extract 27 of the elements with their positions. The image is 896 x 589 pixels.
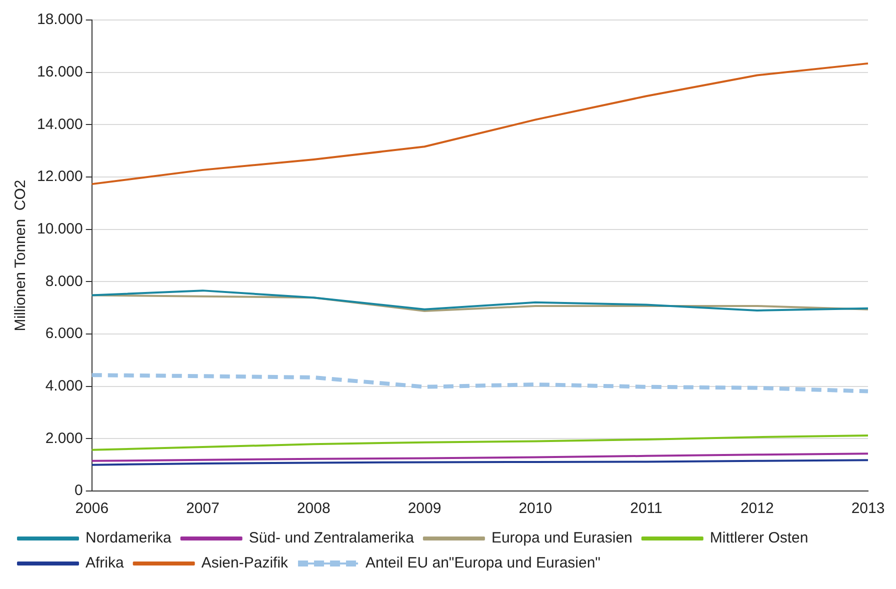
legend-label: Süd- und Zentralamerika — [248, 530, 415, 547]
legend-label: Mittlerer Osten — [710, 530, 808, 547]
x-tick-label: 2007 — [186, 500, 220, 518]
y-tick-label: 12.000 — [36, 168, 83, 186]
y-tick-label: 16.000 — [36, 63, 83, 80]
y-tick-label: 2.000 — [45, 430, 83, 447]
y-tick-label: 14.000 — [36, 116, 83, 133]
y-tick-label: 0 — [74, 482, 83, 500]
x-tick-label: 2010 — [518, 500, 552, 518]
line-series — [90, 373, 870, 394]
legend-label: Europa und Eurasien — [491, 530, 632, 547]
y-tick-label: 6.000 — [45, 325, 83, 342]
y-tick-label: 8.000 — [45, 272, 83, 290]
x-tick-label: 2012 — [740, 500, 774, 518]
y-tick-label: 4.000 — [45, 377, 83, 394]
legend-label: Nordamerika — [86, 530, 172, 547]
y-tick-label: 10.000 — [36, 220, 83, 238]
legend-label: Asien-Pazifik — [201, 554, 289, 572]
x-tick-label: 2006 — [75, 500, 109, 518]
y-tick-label: 18.000 — [36, 11, 83, 28]
legend-label: Anteil EU an"Europa und Eurasien" — [366, 554, 601, 572]
y-axis-title: Millionen Tonnen CO2 — [12, 180, 30, 332]
x-tick-label: 2011 — [630, 500, 662, 518]
x-tick-label: 2009 — [408, 500, 442, 518]
legend-label: Afrika — [86, 554, 124, 572]
x-tick-label: 2013 — [851, 500, 885, 518]
x-tick-label: 2008 — [296, 500, 330, 518]
